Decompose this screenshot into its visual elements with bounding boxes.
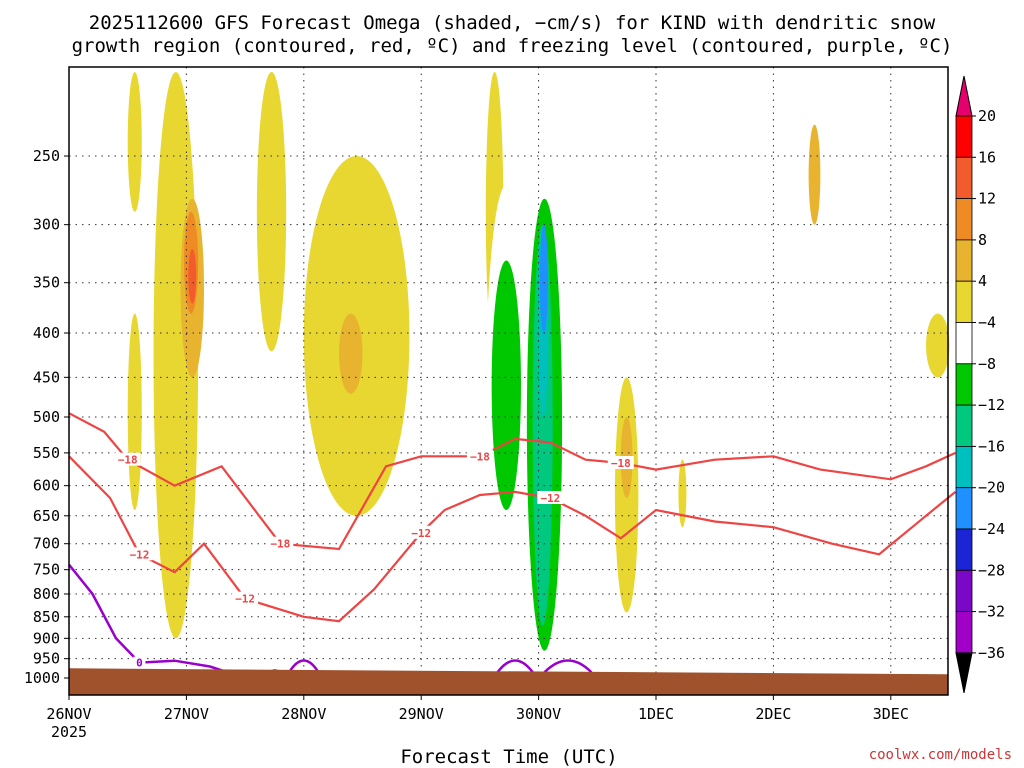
colorbar-swatch (955, 569, 973, 612)
colorbar-label: 4 (978, 272, 987, 290)
y-tick-label: 800 (33, 585, 60, 603)
dgz-contour-label: −18 (470, 450, 490, 463)
plot-frame (68, 66, 949, 696)
terrain-surface (69, 668, 948, 695)
omega-region (926, 313, 950, 378)
colorbar-swatch (955, 528, 973, 571)
x-tick-label: 26NOV (46, 705, 91, 723)
y-tick-label: 600 (33, 477, 60, 495)
omega-shading (127, 72, 950, 659)
omega-region (127, 313, 142, 510)
colorbar-label: −4 (978, 314, 996, 332)
dgz-contour-label: −12 (540, 492, 560, 505)
freezing-level-label: 0 (136, 657, 143, 670)
omega-region (491, 260, 521, 510)
y-tick-label: 700 (33, 535, 60, 553)
dgz-contour-line (68, 412, 956, 551)
y-tick-label: 350 (33, 274, 60, 292)
colorbar-swatch (955, 487, 973, 530)
x-tick-label: 29NOV (399, 705, 444, 723)
colorbar-label: −16 (978, 437, 1005, 455)
x-tick-label: 30NOV (516, 705, 561, 723)
omega-region (785, 107, 833, 333)
dgz-contour-label: −18 (611, 457, 631, 470)
omega-region (127, 72, 142, 212)
x-axis-label: Forecast Time (UTC) (400, 746, 617, 768)
omega-region (339, 313, 363, 394)
x-axis-year: 2025 (51, 723, 87, 741)
colorbar-label: 8 (978, 231, 987, 249)
colorbar-swatch (955, 198, 973, 241)
x-tick-label: 3DEC (873, 705, 909, 723)
colorbar-swatch (955, 280, 973, 323)
dgz-contour-label: −18 (118, 454, 138, 467)
colorbar-swatch (955, 445, 973, 489)
y-tick-label: 500 (33, 408, 60, 426)
dgz-contour-label: −12 (411, 527, 431, 540)
dgz-contour-line (68, 455, 957, 623)
credit-text: coolwx.com/models (869, 747, 1012, 763)
y-tick-label: 300 (33, 216, 60, 234)
colorbar-label: −12 (978, 396, 1005, 414)
y-tick-label: 550 (33, 444, 60, 462)
x-tick-label: 27NOV (164, 705, 209, 723)
chart-subtitle: growth region (contoured, red, ºC) and f… (72, 35, 953, 57)
y-tick-label: 400 (33, 324, 60, 342)
y-tick-label: 900 (33, 629, 60, 647)
colorbar-swatch (955, 115, 973, 158)
omega-region (808, 124, 821, 225)
colorbar-swatch (955, 363, 973, 406)
colorbar-label: 20 (978, 107, 996, 125)
colorbar-label: −24 (978, 520, 1005, 538)
dgz-contour-label: −18 (270, 538, 290, 551)
chart-title: 2025112600 GFS Forecast Omega (shaded, −… (89, 12, 936, 34)
colorbar-swatch (955, 404, 973, 447)
omega-region (256, 72, 287, 352)
dgz-contour-label: −12 (130, 548, 150, 561)
x-axis-ticks: 26NOV 27NOV 28NOV 29NOV 30NOV 1DEC 2DEC 3DEC (46, 695, 909, 723)
colorbar-label: 12 (978, 190, 996, 208)
colorbar-swatch (955, 239, 973, 282)
colorbar-label: −8 (978, 355, 996, 373)
y-tick-label: 450 (33, 368, 60, 386)
omega-region (539, 224, 548, 333)
y-tick-label: 750 (33, 561, 60, 579)
colorbar-label: −20 (978, 479, 1005, 497)
x-tick-label: 28NOV (281, 705, 326, 723)
omega-region (188, 248, 197, 304)
colorbar-swatch (955, 322, 973, 365)
colorbar-bottom-arrow (955, 652, 973, 693)
y-tick-label: 250 (33, 147, 60, 165)
y-tick-label: 950 (33, 650, 60, 668)
colorbar-label: −32 (978, 603, 1005, 621)
colorbar-swatch (955, 611, 973, 654)
colorbar-label: 16 (978, 148, 996, 166)
colorbar-top-arrow (955, 75, 973, 117)
colorbar-swatch (955, 156, 973, 200)
dgz-contour-label: −12 (235, 593, 255, 606)
dgz-contours: −18 −18 −18 −18 −12 −12 −12 −12 (68, 412, 957, 623)
colorbar: 20 16 12 8 4 −4 −8 −12 −16 −20 −24 −28 −32 −36 (955, 75, 1005, 693)
x-tick-label: 2DEC (755, 705, 791, 723)
colorbar-label: −28 (978, 561, 1005, 579)
y-tick-label: 850 (33, 608, 60, 626)
y-tick-label: 1000 (24, 669, 60, 687)
omega-region (678, 459, 687, 528)
x-tick-label: 1DEC (638, 705, 674, 723)
y-axis-ticks: 250 300 350 400 450 500 550 600 650 700 750 800 850 9… (24, 147, 69, 687)
colorbar-label: −36 (978, 644, 1005, 662)
y-tick-label: 650 (33, 507, 60, 525)
